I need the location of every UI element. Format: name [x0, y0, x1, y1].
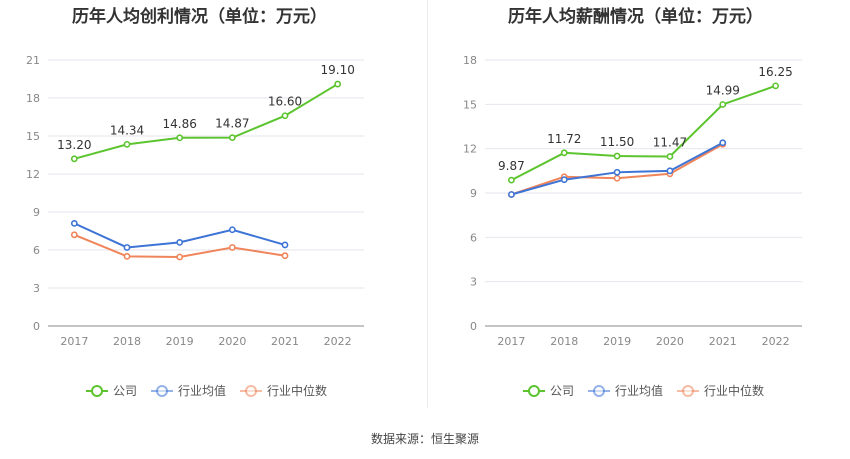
data-label: 16.25 [758, 65, 792, 79]
legend-item-avg[interactable]: 行业均值 [588, 382, 663, 399]
data-point-company [176, 134, 184, 142]
data-label: 14.87 [215, 117, 249, 131]
legend-label-median: 行业中位数 [704, 384, 765, 398]
data-point-avg [508, 191, 515, 198]
y-tick-label: 3 [33, 282, 40, 295]
series-line-avg [511, 141, 724, 196]
data-point-median [70, 231, 78, 239]
series-line-company [74, 83, 339, 160]
data-point-company [666, 153, 674, 160]
data-point-median [123, 252, 131, 260]
data-point-median [281, 252, 289, 260]
y-tick-label: 21 [26, 54, 40, 67]
y-tick-label: 6 [33, 244, 40, 257]
data-point-company [772, 82, 779, 90]
data-point-median [176, 253, 184, 261]
x-tick-label: 2018 [113, 335, 141, 348]
x-tick-label: 2018 [550, 335, 578, 348]
data-source-note: 数据来源：恒生聚源 [370, 432, 479, 446]
data-point-avg [560, 176, 568, 184]
data-label: 11.47 [653, 135, 687, 149]
legend-label-company: 公司 [113, 384, 138, 398]
data-point-company [228, 134, 236, 142]
x-tick-label: 2017 [497, 335, 525, 348]
data-label: 19.10 [320, 63, 354, 77]
legend-swatch-median [677, 384, 700, 397]
y-tick-label: 6 [470, 231, 477, 244]
y-tick-label: 3 [470, 276, 477, 289]
y-tick-label: 15 [26, 130, 40, 143]
data-point-company [123, 140, 131, 148]
data-point-company [70, 155, 78, 163]
legend-label-median: 行业中位数 [267, 384, 328, 398]
y-tick-label: 0 [470, 320, 477, 333]
legend-swatch-avg [588, 384, 611, 397]
legend-item-company[interactable]: 公司 [86, 382, 137, 399]
data-label: 14.99 [706, 83, 740, 97]
data-point-company [281, 112, 289, 120]
legend-swatch-company [523, 384, 545, 397]
y-tick-label: 0 [33, 320, 40, 333]
legend-label-avg: 行业均值 [178, 384, 227, 398]
legend-label-avg: 行业均值 [615, 384, 664, 398]
y-tick-label: 12 [26, 168, 40, 181]
x-tick-label: 2020 [218, 335, 246, 348]
legend-swatch-avg [151, 384, 174, 397]
y-tick-label: 15 [463, 98, 477, 111]
x-tick-label: 2021 [271, 335, 299, 348]
chart-title-profit: 历年人均创利情况（单位：万元） [72, 7, 327, 27]
y-tick-label: 9 [33, 206, 40, 219]
x-tick-label: 2022 [762, 335, 790, 348]
panel-divider [427, 0, 428, 408]
y-tick-label: 9 [470, 187, 477, 200]
data-point-company [719, 101, 727, 108]
data-point-company [613, 152, 621, 160]
y-tick-label: 12 [463, 143, 477, 156]
profit-line-chart: 0 3 6 9 12 15 18 21 2017 2018 2019 2020 2021 2022 13.2… [26, 54, 364, 348]
data-point-avg [613, 168, 621, 176]
legend-salary: 公司 行业均值 行业中位数 [523, 382, 778, 399]
data-label: 11.72 [547, 132, 581, 146]
legend-item-median[interactable]: 行业中位数 [677, 382, 764, 399]
x-tick-label: 2020 [656, 335, 684, 348]
y-tick-label: 18 [463, 54, 477, 67]
y-tick-label: 18 [26, 92, 40, 105]
legend-item-avg[interactable]: 行业均值 [151, 382, 226, 399]
data-label: 14.86 [162, 117, 196, 131]
data-point-company [560, 149, 568, 157]
data-point-avg [719, 139, 727, 147]
data-point-avg [70, 219, 78, 227]
data-point-avg [228, 226, 236, 234]
legend-label-company: 公司 [550, 384, 575, 398]
data-point-median [613, 174, 621, 182]
chart-title-salary: 历年人均薪酬情况（单位：万元） [508, 7, 763, 27]
series-line-company [510, 84, 776, 182]
legend-swatch-median [240, 384, 263, 397]
x-tick-label: 2021 [709, 335, 737, 348]
data-label: 11.50 [600, 135, 634, 149]
data-point-avg [281, 241, 289, 249]
data-label: 14.34 [110, 123, 144, 137]
x-tick-label: 2022 [324, 335, 352, 348]
legend-item-median[interactable]: 行业中位数 [240, 382, 327, 399]
x-tick-label: 2017 [60, 335, 88, 348]
data-point-median [228, 244, 236, 251]
x-tick-label: 2019 [603, 335, 631, 348]
data-point-avg [666, 167, 674, 175]
data-point-company [508, 176, 515, 184]
legend-item-company[interactable]: 公司 [523, 382, 574, 399]
data-label: 16.60 [268, 95, 302, 109]
data-point-company [334, 80, 342, 88]
legend-swatch-company [86, 384, 108, 397]
data-point-avg [176, 238, 184, 246]
salary-line-chart: 0 3 6 9 12 15 18 2017 2018 2019 2020 2021 2022 9.87 11… [463, 54, 802, 348]
data-label: 9.87 [498, 159, 525, 173]
x-tick-label: 2019 [166, 335, 194, 348]
data-point-avg [123, 244, 131, 251]
legend-profit: 公司 行业均值 行业中位数 [86, 382, 341, 399]
data-label: 13.20 [57, 138, 91, 152]
